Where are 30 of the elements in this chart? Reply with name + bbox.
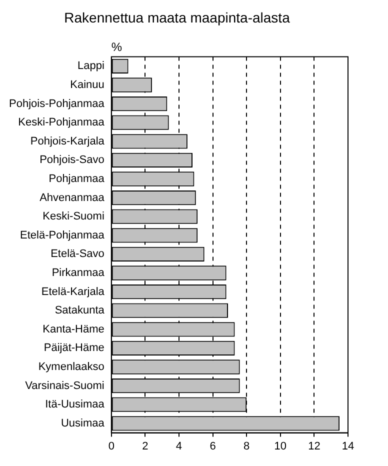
x-tick-label: 14 [342,440,354,452]
x-axis-title: % [111,40,122,54]
y-tick-label: Uusimaa [60,417,106,430]
y-tick-label: Etelä-Karjala [41,286,106,298]
y-tick-label: Pohjanmaa [48,173,106,186]
y-tick-label: Keski-Pohjanmaa [18,116,106,129]
x-tick-label: 12 [308,440,320,452]
y-tick-label: Lappi [77,60,104,72]
y-tick-label: Varsinais-Suomi [25,380,104,392]
y-tick-label: Kainuu [70,79,104,92]
chart-title: Rakennettua maata maapinta-alasta [64,9,290,26]
y-tick-label: Kanta-Häme [42,323,104,336]
x-tick-label: 10 [274,440,287,452]
y-tick-label: Pohjois-Savo [40,154,104,166]
y-tick-label: Pirkanmaa [52,267,106,280]
y-tick-label: Keski-Suomi [42,210,104,223]
y-tick-label: Päijät-Häme [44,342,104,354]
x-tick-label: 2 [142,440,148,452]
y-tick-label: Pohjois-Pohjanmaa [9,98,106,110]
x-tick-label: 0 [108,440,114,452]
y-tick-label: Kymenlaakso [38,361,104,374]
y-tick-label: Pohjois-Karjala [30,135,106,148]
x-tick-label: 8 [244,440,250,452]
y-tick-label: Ahvenanmaa [40,192,106,204]
y-tick-label: Etelä-Savo [50,248,104,260]
x-tick-label: 4 [176,440,182,452]
y-tick-label: Satakunta [54,304,106,317]
y-tick-label: Etelä-Pohjanmaa [20,229,106,242]
y-tick-label: Itä-Uusimaa [45,398,106,411]
x-tick-label: 6 [210,440,216,452]
